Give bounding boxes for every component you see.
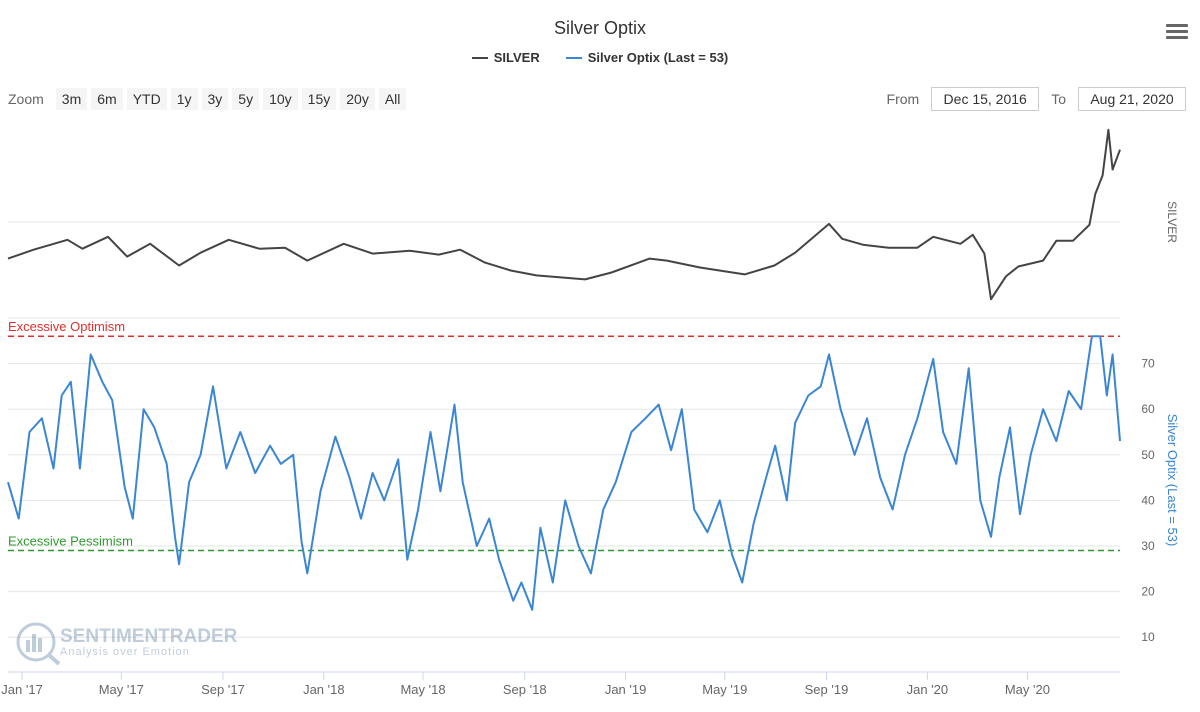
x-tick-label: Sep '18 bbox=[503, 682, 547, 697]
optix-y-tick-label: 10 bbox=[1141, 630, 1155, 644]
optix-y-tick-label: 40 bbox=[1141, 493, 1155, 507]
to-date-input[interactable]: Aug 21, 2020 bbox=[1078, 87, 1186, 111]
x-tick-label: May '18 bbox=[400, 682, 445, 697]
zoom-20y-button[interactable]: 20y bbox=[340, 88, 375, 110]
zoom-ytd-button[interactable]: YTD bbox=[126, 88, 167, 110]
optix-y-tick-label: 70 bbox=[1141, 357, 1155, 371]
chart-legend: SILVER Silver Optix (Last = 53) bbox=[0, 50, 1200, 65]
legend-item-silver[interactable]: SILVER bbox=[471, 50, 540, 65]
watermark-tagline: Analysis over Emotion bbox=[60, 646, 190, 658]
zoom-6m-button[interactable]: 6m bbox=[91, 88, 123, 110]
zoom-5y-button[interactable]: 5y bbox=[232, 88, 260, 110]
zoom-3y-button[interactable]: 3y bbox=[201, 88, 229, 110]
watermark-brand: SENTIMENTRADER bbox=[60, 626, 238, 647]
from-date-input[interactable]: Dec 15, 2016 bbox=[931, 87, 1040, 111]
optix-y-tick-label: 30 bbox=[1141, 539, 1155, 553]
optix-series-line bbox=[7, 335, 1121, 611]
optix-y-tick-label: 60 bbox=[1141, 402, 1155, 416]
zoom-3m-button[interactable]: 3m bbox=[55, 88, 88, 110]
menu-icon[interactable] bbox=[1166, 24, 1188, 42]
optimism-label: Excessive Optimism bbox=[8, 319, 125, 334]
optix-axis-label: Silver Optix (Last = 53) bbox=[1165, 414, 1180, 547]
zoom-all-button[interactable]: All bbox=[378, 88, 407, 110]
silver-axis-label: SILVER bbox=[1165, 201, 1179, 243]
x-tick-label: Sep '19 bbox=[805, 682, 849, 697]
legend-swatch-silver bbox=[471, 56, 488, 59]
zoom-10y-button[interactable]: 10y bbox=[263, 88, 298, 110]
x-tick-label: Jan '18 bbox=[303, 682, 345, 697]
pessimism-label: Excessive Pessimism bbox=[8, 534, 133, 549]
optix-y-tick-label: 20 bbox=[1141, 585, 1155, 599]
x-tick-label: May '17 bbox=[99, 682, 144, 697]
sentimentrader-logo-icon bbox=[16, 622, 61, 666]
legend-label-silver: SILVER bbox=[493, 50, 540, 65]
silver-series-line bbox=[7, 128, 1121, 301]
x-tick-label: May '19 bbox=[702, 682, 747, 697]
optix-y-tick-label: 50 bbox=[1141, 448, 1155, 462]
x-tick-label: Jan '20 bbox=[907, 682, 949, 697]
legend-label-optix: Silver Optix (Last = 53) bbox=[587, 50, 729, 65]
date-range: From Dec 15, 2016 To Aug 21, 2020 bbox=[887, 87, 1186, 111]
zoom-15y-button[interactable]: 15y bbox=[301, 88, 337, 110]
to-label: To bbox=[1051, 91, 1066, 107]
x-tick-label: Sep '17 bbox=[201, 682, 245, 697]
x-tick-label: May '20 bbox=[1005, 682, 1050, 697]
chart-title: Silver Optix bbox=[553, 18, 647, 38]
zoom-bar: Zoom 3m 6m YTD 1y 3y 5y 10y 15y 20y All bbox=[8, 88, 407, 110]
zoom-1y-button[interactable]: 1y bbox=[170, 88, 198, 110]
legend-item-optix[interactable]: Silver Optix (Last = 53) bbox=[565, 50, 729, 65]
from-label: From bbox=[886, 91, 920, 107]
legend-swatch-optix bbox=[565, 56, 582, 59]
zoom-label: Zoom bbox=[8, 91, 44, 107]
x-tick-label: Jan '19 bbox=[605, 682, 647, 697]
x-tick-label: Jan '17 bbox=[1, 682, 43, 697]
watermark: SENTIMENTRADER Analysis over Emotion bbox=[60, 626, 237, 658]
